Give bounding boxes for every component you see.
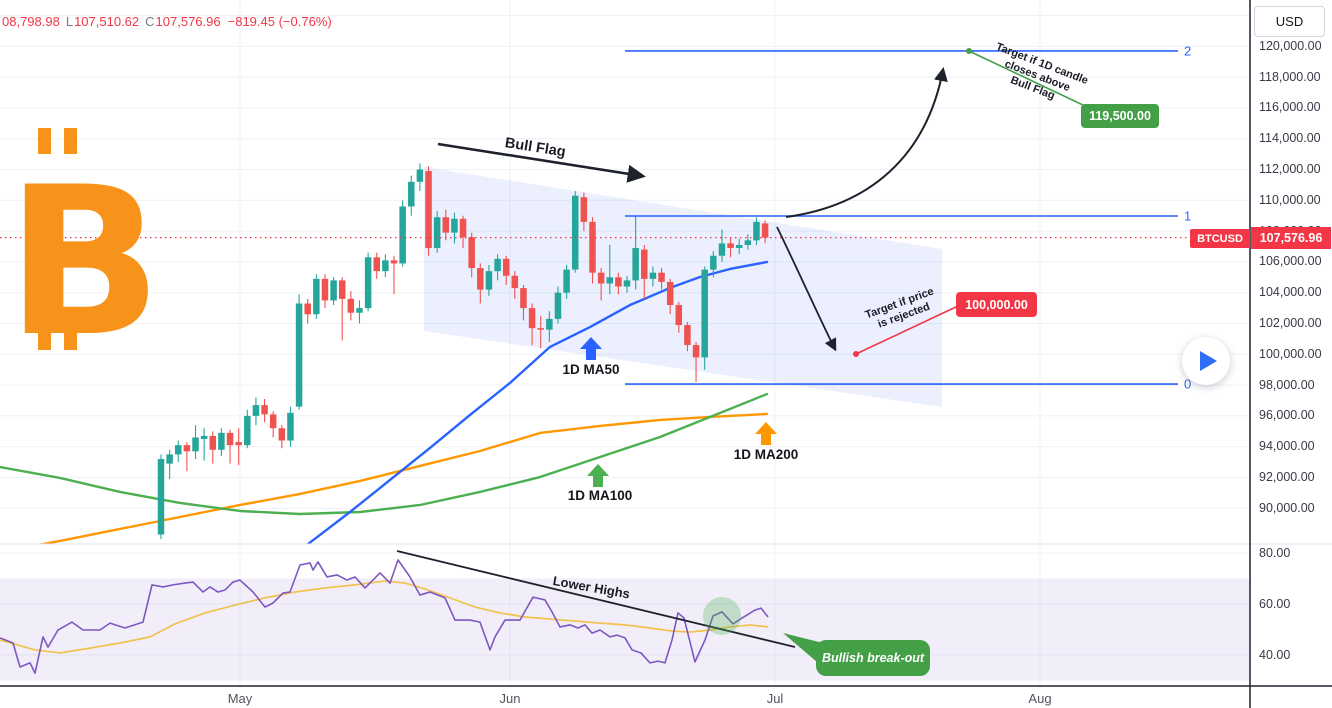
currency-axis-button[interactable]: USD (1254, 6, 1325, 37)
price-axis-tick: 94,000.00 (1259, 439, 1315, 454)
rejection-arrow (776, 226, 837, 352)
target-down-line (855, 305, 959, 355)
price-axis-tick: 98,000.00 (1259, 377, 1315, 392)
time-axis-tick: Jul (766, 691, 784, 706)
ohlc-part: 08,798.98 (2, 14, 60, 29)
ma50-label: 1D MA50 (562, 362, 620, 377)
rsi-ma-line (0, 580, 769, 654)
ohlc-readout: 08,798.98 L107,510.62 C107,576.96 −819.45 (… (2, 14, 332, 29)
last-price-axis-badge: 107,576.96 (1251, 227, 1331, 249)
ohlc-part: L (65, 14, 74, 29)
symbol-price-label-badge: BTCUSD (1190, 229, 1250, 248)
target-down-dot (853, 351, 859, 357)
svg-text:B: B (6, 144, 162, 368)
fib-level-label: 2 (1184, 43, 1191, 58)
ma100-line (0, 392, 769, 516)
price-pane (0, 163, 942, 544)
time-axis-tick: Aug (1028, 691, 1052, 706)
candles-layer (157, 163, 769, 540)
price-axis-tick: 106,000.00 (1259, 254, 1322, 269)
price-axis-tick: 118,000.00 (1259, 69, 1321, 84)
price-axis-tick: 102,000.00 (1259, 316, 1322, 330)
ohlc-part: 107,576.96 (155, 14, 221, 29)
time-axis-tick: May (227, 691, 253, 706)
replay-play-button[interactable] (1182, 337, 1230, 385)
rsi-line (0, 559, 769, 674)
rsi-axis-tick: 40.00 (1259, 647, 1291, 662)
target-up-line (968, 50, 1086, 107)
price-axis-tick: 100,000.00 (1259, 346, 1322, 361)
ma100-pointer-arrow (587, 464, 609, 487)
bullish-breakout-callout: Bullish break-out (816, 640, 930, 676)
rsi-band (0, 578, 1250, 681)
price-axis-tick: 110,000.00 (1259, 192, 1321, 207)
price-axis-tick: 96,000.00 (1259, 408, 1315, 423)
price-axis-tick: 92,000.00 (1259, 470, 1315, 484)
price-axis-tick: 116,000.00 (1259, 100, 1321, 115)
ma50-pointer-arrow (580, 337, 602, 360)
rsi-axis-tick: 60.00 (1259, 596, 1291, 611)
price-axis-tick: 112,000.00 (1259, 162, 1321, 176)
play-icon (1200, 351, 1217, 371)
breakout-target-arrow (785, 67, 948, 218)
gridlines (0, 0, 1250, 686)
fib-level-label: 1 (1184, 209, 1191, 224)
ma200-label: 1D MA200 (733, 447, 799, 462)
price-axis-tick: 104,000.00 (1259, 285, 1322, 300)
bull-flag-arrow (437, 142, 646, 183)
bitcoin-logo: B (6, 128, 162, 368)
fib-level-label: 0 (1184, 377, 1191, 392)
price-axis-tick: 90,000.00 (1259, 500, 1315, 515)
lower-highs-trendline (396, 550, 796, 648)
breakout-highlight-circle (703, 597, 741, 635)
ma200-line (36, 412, 769, 544)
ma100-label: 1D MA100 (567, 488, 633, 503)
rsi-pane (0, 550, 1250, 681)
target-down-price-badge: 100,000.00 (956, 292, 1037, 317)
target-up-price-badge: 119,500.00 (1081, 104, 1159, 128)
price-axis-tick: 114,000.00 (1259, 131, 1321, 146)
time-axis-tick: Jun (499, 691, 521, 706)
ohlc-part: 107,510.62 (74, 14, 140, 29)
ma200-pointer-arrow (755, 422, 777, 445)
fib-levels: 2 1 0 (625, 43, 1191, 392)
rsi-axis-tick: 80.00 (1259, 545, 1291, 560)
ohlc-part: C (145, 14, 155, 29)
ohlc-part: −819.45 (−0.76%) (227, 14, 332, 29)
bull-flag-zone (424, 167, 942, 407)
ma50-line (306, 260, 769, 544)
target-up-dot (966, 48, 972, 54)
price-axis-tick: 120,000.00 (1259, 38, 1322, 53)
